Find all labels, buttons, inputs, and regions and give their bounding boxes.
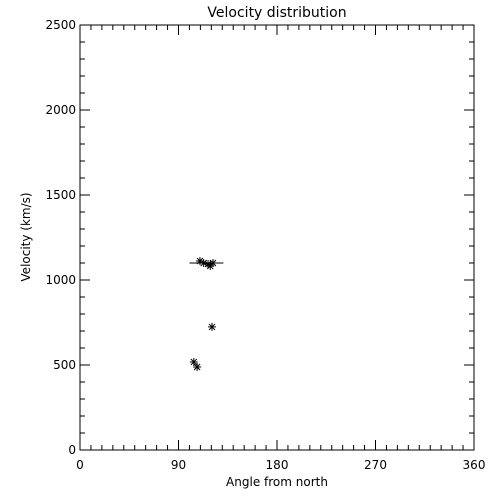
plot-frame xyxy=(79,24,475,451)
y-tick-label: 0 xyxy=(68,443,76,457)
y-tick-label: 2000 xyxy=(45,103,76,117)
chart-title: Velocity distribution xyxy=(207,5,346,21)
data-point xyxy=(195,256,204,265)
y-tick-label: 1500 xyxy=(45,188,76,202)
y-tick-label: 500 xyxy=(53,358,76,372)
x-tick-label: 0 xyxy=(76,458,84,472)
x-tick-label: 270 xyxy=(364,458,387,472)
x-tick-label: 360 xyxy=(463,458,486,472)
data-point xyxy=(193,363,202,372)
data-point xyxy=(189,357,198,366)
data-point xyxy=(207,322,216,331)
x-tick-label: 180 xyxy=(266,458,289,472)
y-tick-label: 2500 xyxy=(45,18,76,32)
y-tick-label: 1000 xyxy=(45,273,76,287)
data-point xyxy=(199,259,208,267)
y-axis-label: Velocity (km/s) xyxy=(19,192,33,281)
data-point xyxy=(206,262,215,271)
x-tick-label: 90 xyxy=(171,458,186,472)
x-axis-label: Angle from north xyxy=(226,475,328,489)
